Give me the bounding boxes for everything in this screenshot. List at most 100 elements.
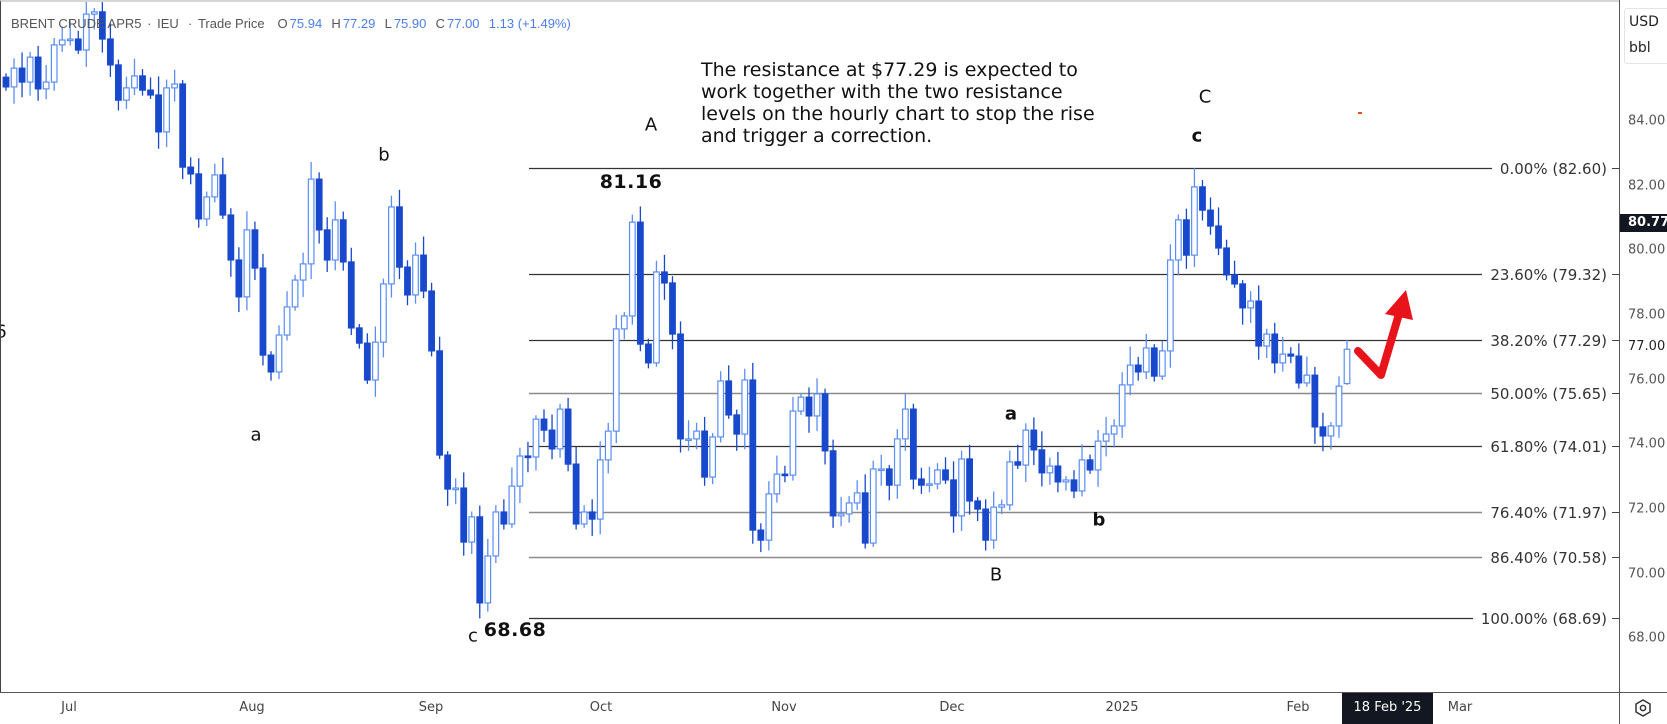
candle	[604, 422, 612, 474]
fib-level-label: 100.00% (68.69)	[1472, 609, 1607, 628]
candle	[147, 77, 154, 99]
candle	[1239, 280, 1247, 325]
candle	[773, 455, 781, 503]
candle-body	[396, 206, 403, 268]
close-value: 77.00	[447, 16, 480, 31]
edge-label: 6	[1, 322, 7, 343]
open-value: 75.94	[289, 16, 323, 31]
crosshair-date-label: 18 Feb '25	[1342, 693, 1433, 724]
candle-body	[789, 410, 797, 476]
currency-dropdown[interactable]: USD	[1629, 14, 1659, 30]
chart-plot-area[interactable]: 0.00% (82.60) 23.60% (79.32) 38.20% (77.29…	[0, 0, 1619, 692]
candle-body	[123, 87, 130, 101]
candle	[757, 523, 765, 553]
wave-label-b-right: b	[1092, 509, 1106, 531]
candle-body	[918, 478, 925, 486]
unit-dropdown[interactable]: bbl	[1629, 40, 1651, 56]
candle	[123, 76, 130, 109]
candle-body	[42, 81, 50, 90]
candle-body	[877, 468, 885, 472]
candle	[524, 441, 532, 473]
candle-body	[106, 38, 114, 66]
candle-body	[733, 414, 741, 435]
candle-body	[331, 219, 339, 261]
candle-body	[1014, 461, 1022, 466]
symbol-header[interactable]: BRENT CRUDE APR5 · IEU · Trade Price O 75…	[11, 16, 571, 31]
candle	[1183, 208, 1190, 269]
candle	[243, 211, 251, 311]
candle-body	[460, 487, 468, 543]
candle-body	[950, 479, 957, 517]
candle-body	[1134, 364, 1142, 373]
symbol-name: BRENT CRUDE APR5	[11, 16, 142, 31]
fibonacci-retracement[interactable]	[529, 167, 1619, 620]
wave-label-C: C	[1198, 86, 1212, 108]
candlestick-chart	[2, 2, 1619, 620]
candle-body	[163, 87, 171, 133]
candle-body	[845, 502, 853, 515]
candle	[628, 214, 636, 325]
price-axis[interactable]: USD bbl 84.00 82.00 80.00 78.00 76.00 74.00 72…	[1619, 0, 1667, 692]
high-value: 77.29	[342, 16, 376, 31]
candle-body	[1215, 225, 1222, 249]
candle	[195, 158, 203, 228]
candle-body	[1086, 459, 1094, 471]
candle-body	[556, 408, 564, 450]
candle	[34, 45, 42, 101]
candle	[428, 282, 435, 357]
fib-level-label: 61.80% (74.01)	[1482, 437, 1607, 456]
candle-body	[749, 379, 757, 531]
candle-body	[251, 229, 259, 269]
candle-body	[564, 408, 572, 465]
candle	[291, 274, 299, 311]
candle-body	[1150, 347, 1158, 377]
currency-unit-selector[interactable]: USD bbl	[1624, 8, 1667, 64]
candle	[564, 397, 572, 472]
candle	[251, 221, 259, 281]
time-label: Jul	[61, 700, 77, 715]
candle	[958, 450, 965, 532]
candle-body	[861, 492, 869, 544]
settings-icon[interactable]	[1634, 699, 1652, 717]
candle	[371, 326, 379, 397]
price-tick-label: 74.00	[1628, 436, 1666, 452]
candle-body	[371, 341, 379, 381]
candle-body	[757, 529, 765, 541]
candle-body	[90, 11, 98, 15]
candle	[106, 23, 114, 77]
candle	[1215, 207, 1222, 256]
candle-body	[139, 75, 146, 91]
candle	[1094, 429, 1102, 487]
candle	[58, 27, 66, 52]
candle-body	[484, 555, 492, 604]
candle-body	[604, 430, 612, 461]
candle-body	[115, 64, 122, 101]
candle-body	[1279, 353, 1287, 364]
candle	[139, 69, 146, 96]
candle	[1006, 450, 1014, 511]
candle-body	[765, 493, 773, 541]
candle-body	[195, 173, 203, 220]
candle	[1319, 412, 1327, 452]
price-tick-label: 78.00	[1628, 307, 1666, 323]
candle	[1070, 470, 1078, 499]
candle-body	[500, 511, 508, 525]
candle	[644, 338, 652, 369]
candle	[115, 59, 122, 111]
candle-body	[644, 343, 652, 364]
candle	[163, 79, 171, 148]
candle-body	[34, 56, 42, 90]
candle-body	[717, 380, 725, 438]
fib-level-label: 76.40% (71.97)	[1482, 503, 1607, 522]
time-axis[interactable]: Jul Aug Sep Oct Nov Dec 2025 Feb Mar 18 …	[0, 692, 1667, 724]
candle	[580, 505, 588, 528]
candle	[1086, 454, 1094, 474]
candle	[918, 467, 925, 494]
candle-body	[1054, 465, 1062, 483]
wave-label-c-right: c	[1191, 125, 1203, 147]
candle	[966, 444, 973, 515]
candle-body	[1102, 433, 1110, 442]
candle-body	[2, 76, 10, 88]
candle	[50, 38, 58, 91]
candle	[532, 415, 540, 471]
